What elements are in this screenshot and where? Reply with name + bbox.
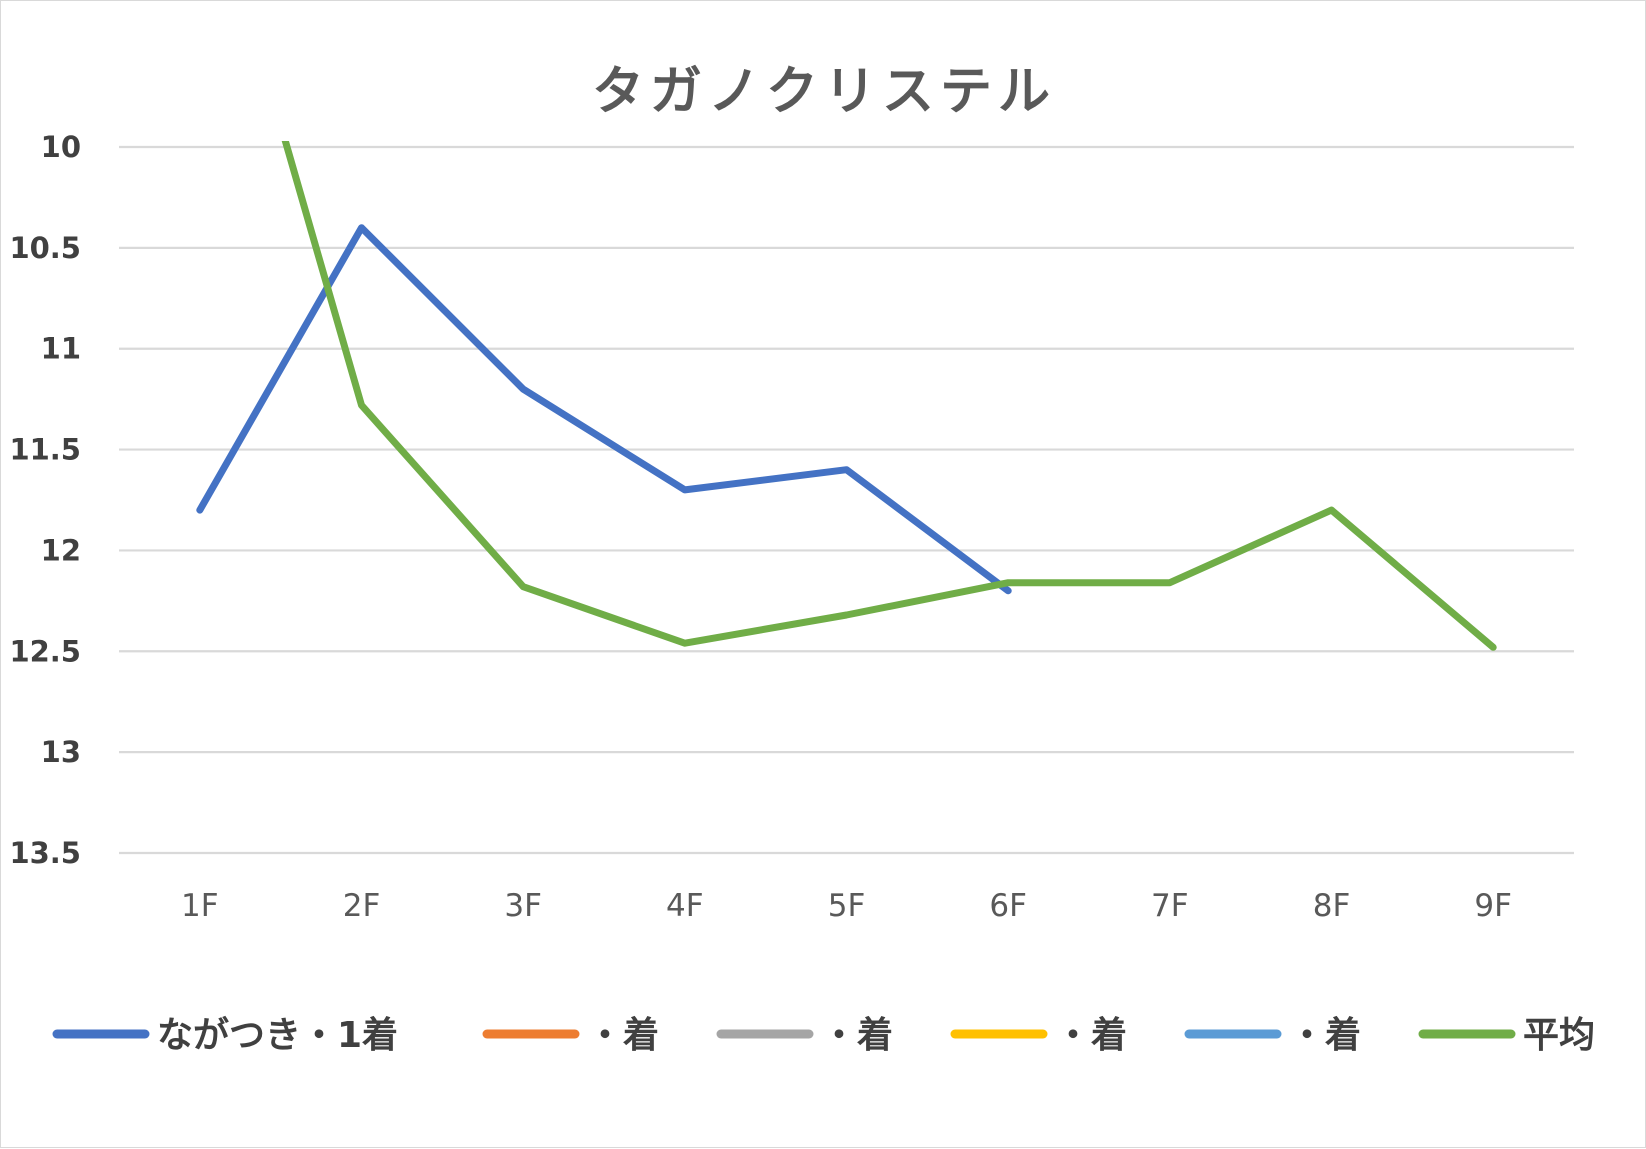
y-tick-label: 10 — [41, 130, 81, 164]
chart-title: タガノクリステル — [592, 62, 1056, 122]
x-tick-label: 5F — [828, 888, 866, 924]
x-tick-label: 8F — [1313, 888, 1351, 924]
x-tick-label: 4F — [666, 888, 704, 924]
y-tick-label: 13 — [41, 735, 81, 769]
x-tick-label: 1F — [181, 888, 219, 924]
y-tick-label: 11 — [41, 332, 81, 366]
y-tick-label: 12.5 — [9, 634, 81, 668]
series-line-5 — [281, 141, 1497, 651]
x-tick-label: 6F — [989, 888, 1027, 924]
series-lines — [196, 141, 1497, 651]
gridlines — [119, 145, 1574, 855]
y-tick-label: 13.5 — [9, 836, 81, 870]
y-tick-label: 10.5 — [9, 231, 81, 265]
x-tick-label: 7F — [1151, 888, 1189, 924]
x-axis-ticks: 1F 2F 3F 4F 5F 6F 7F 8F 9F — [181, 888, 1512, 924]
y-tick-label: 12 — [41, 533, 81, 567]
legend-label: ・着 — [821, 1015, 893, 1056]
legend-label: ・着 — [1055, 1015, 1127, 1056]
x-tick-label: 3F — [504, 888, 542, 924]
legend-label: ・着 — [587, 1015, 659, 1056]
x-tick-label: 9F — [1474, 888, 1512, 924]
legend: ながつき・1着 ・着 ・着 ・着 ・着 平均 — [52, 1015, 1595, 1056]
x-tick-label: 2F — [343, 888, 381, 924]
series-line-0 — [196, 224, 1012, 595]
y-tick-label: 11.5 — [9, 433, 81, 467]
legend-label: 平均 — [1523, 1015, 1595, 1056]
legend-label: ・着 — [1289, 1015, 1361, 1056]
y-axis-ticks: 10 10.5 11 11.5 12 12.5 13 13.5 — [9, 130, 81, 870]
legend-label: ながつき・1着 — [157, 1015, 398, 1056]
